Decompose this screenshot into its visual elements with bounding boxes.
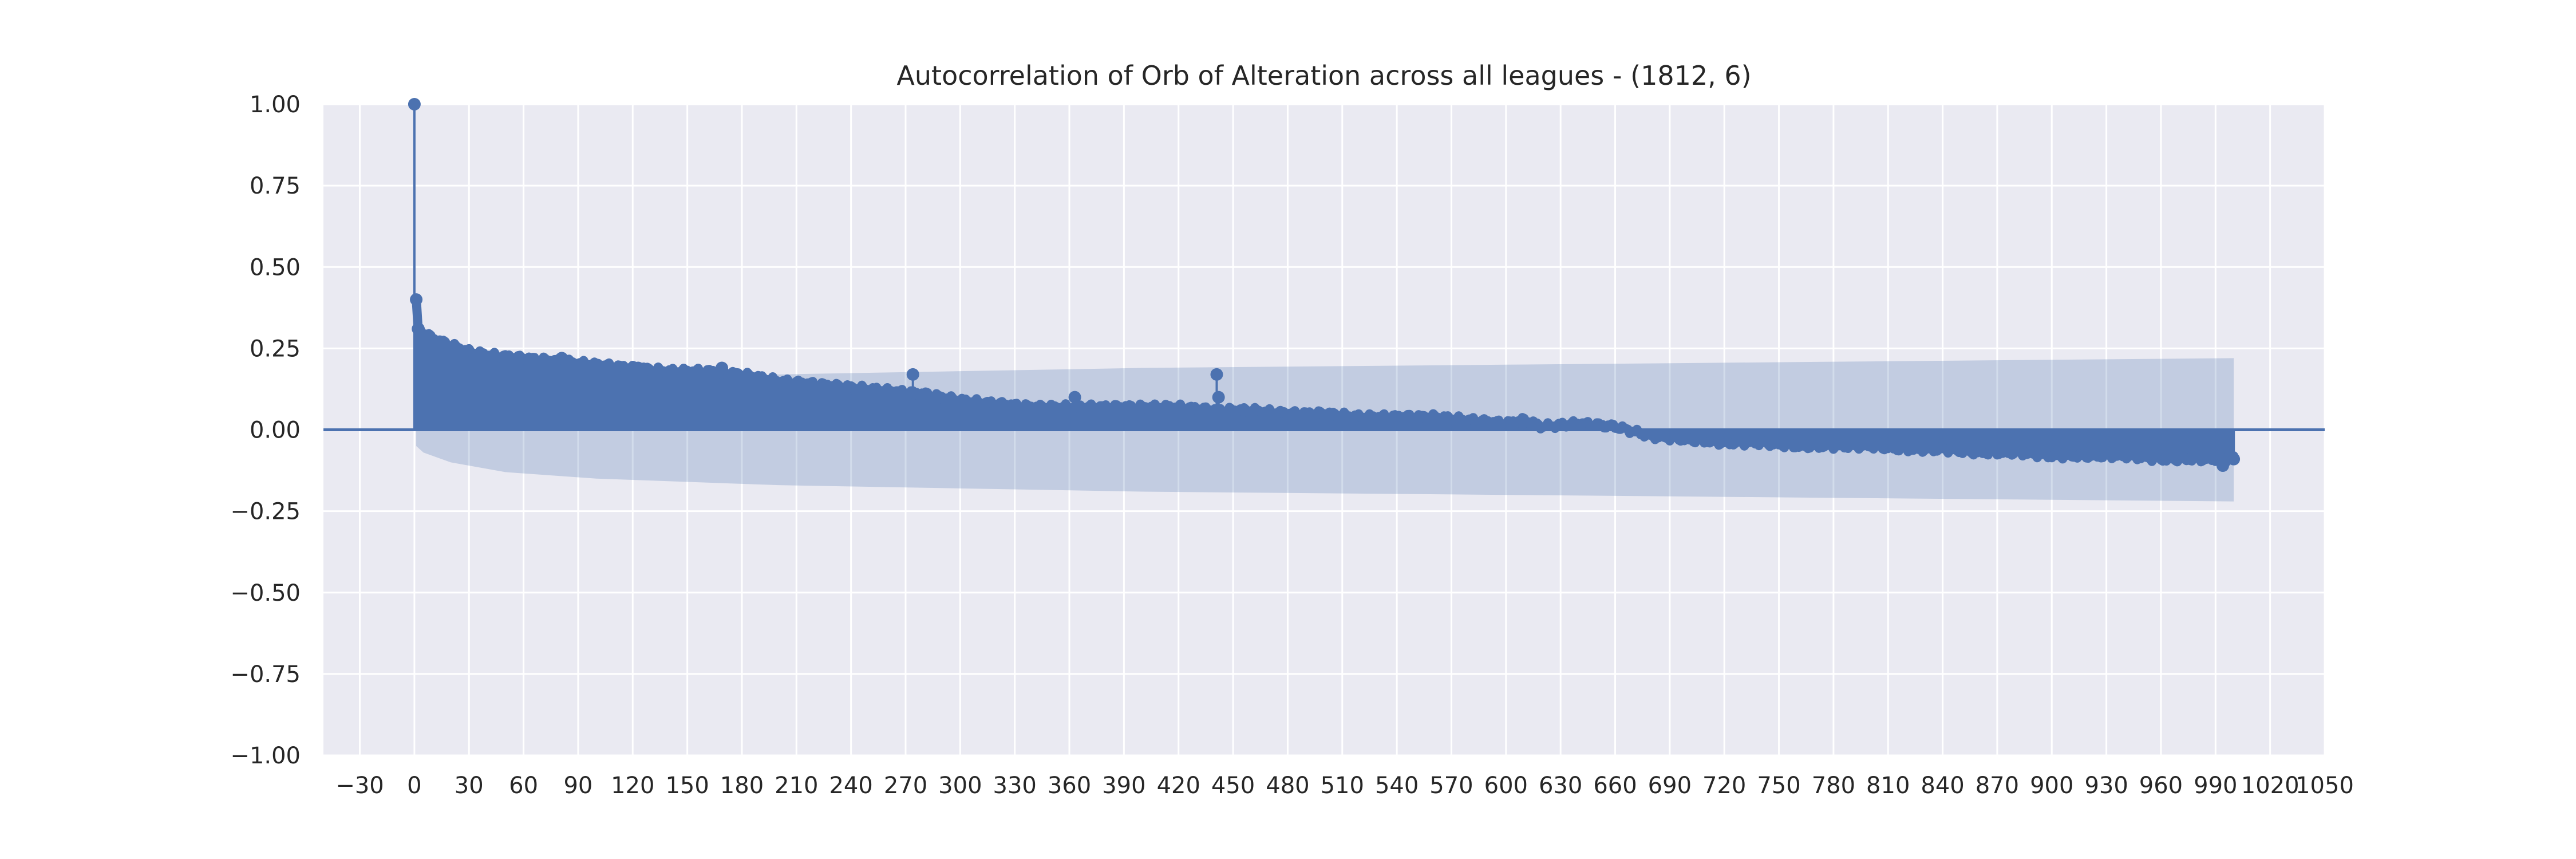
- acf-point: [906, 368, 919, 381]
- y-tick-labels: 1.00 0.75 0.50 0.25 0.00 −0.25 −0.50 −0.75 −1.00: [230, 92, 301, 769]
- chart-title: Autocorrelation of Orb of Alteration acr…: [896, 60, 1751, 91]
- acf-point: [1210, 368, 1223, 381]
- x-tick-label: 1050: [2296, 773, 2354, 799]
- x-tick-label: 330: [993, 773, 1037, 799]
- y-tick-label: −1.00: [230, 743, 301, 769]
- x-tick-label: 750: [1757, 773, 1800, 799]
- y-tick-label: 1.00: [250, 92, 301, 118]
- x-tick-label: 30: [455, 773, 484, 799]
- x-tick-label: 600: [1484, 773, 1528, 799]
- x-tick-label: 720: [1702, 773, 1746, 799]
- x-tick-label: 150: [665, 773, 709, 799]
- x-tick-label: 480: [1266, 773, 1309, 799]
- y-tick-label: 0.00: [250, 417, 301, 444]
- x-tick-label: 780: [1812, 773, 1855, 799]
- x-tick-label: 900: [2030, 773, 2073, 799]
- x-tick-label: −30: [335, 773, 384, 799]
- y-tick-label: 0.25: [250, 336, 301, 362]
- x-tick-label: 1020: [2241, 773, 2300, 799]
- x-tick-label: 360: [1048, 773, 1091, 799]
- acf-point: [1068, 391, 1081, 404]
- y-tick-label: −0.75: [230, 661, 301, 688]
- x-tick-label: 630: [1539, 773, 1582, 799]
- acf-point: [412, 322, 425, 336]
- y-tick-label: −0.50: [230, 580, 301, 606]
- x-tick-label: 990: [2194, 773, 2237, 799]
- acf-point: [2227, 452, 2241, 466]
- y-tick-label: −0.25: [230, 499, 301, 525]
- x-tick-label: 840: [1921, 773, 1964, 799]
- acf-point: [555, 352, 568, 365]
- acf-point: [631, 361, 645, 375]
- x-tick-labels: −30 0 30 60 90 120 150 180 210 240 270 300 330 360 390…: [335, 773, 2354, 799]
- x-tick-label: 180: [720, 773, 764, 799]
- x-tick-label: 120: [611, 773, 654, 799]
- acf-series: [408, 98, 2241, 472]
- x-tick-label: 60: [509, 773, 538, 799]
- x-tick-label: 690: [1648, 773, 1692, 799]
- x-tick-label: 450: [1211, 773, 1255, 799]
- x-tick-label: 390: [1102, 773, 1145, 799]
- x-tick-label: 960: [2139, 773, 2183, 799]
- x-tick-label: 540: [1375, 773, 1419, 799]
- x-tick-label: 300: [938, 773, 982, 799]
- y-tick-label: 0.50: [250, 254, 301, 281]
- y-tick-label: 0.75: [250, 173, 301, 199]
- x-tick-label: 270: [884, 773, 927, 799]
- x-tick-label: 510: [1321, 773, 1364, 799]
- x-tick-label: 870: [1976, 773, 2019, 799]
- acf-point: [716, 361, 729, 375]
- x-tick-label: 930: [2084, 773, 2128, 799]
- x-tick-label: 660: [1593, 773, 1637, 799]
- acf-point: [2217, 459, 2230, 472]
- x-tick-label: 0: [407, 773, 421, 799]
- x-tick-label: 420: [1157, 773, 1200, 799]
- x-tick-label: 240: [829, 773, 872, 799]
- x-tick-label: 210: [775, 773, 818, 799]
- acf-point: [408, 98, 421, 111]
- x-tick-label: 810: [1866, 773, 1910, 799]
- x-tick-label: 90: [563, 773, 592, 799]
- acf-point: [410, 293, 423, 306]
- acf-point: [1212, 391, 1225, 404]
- x-tick-label: 570: [1429, 773, 1473, 799]
